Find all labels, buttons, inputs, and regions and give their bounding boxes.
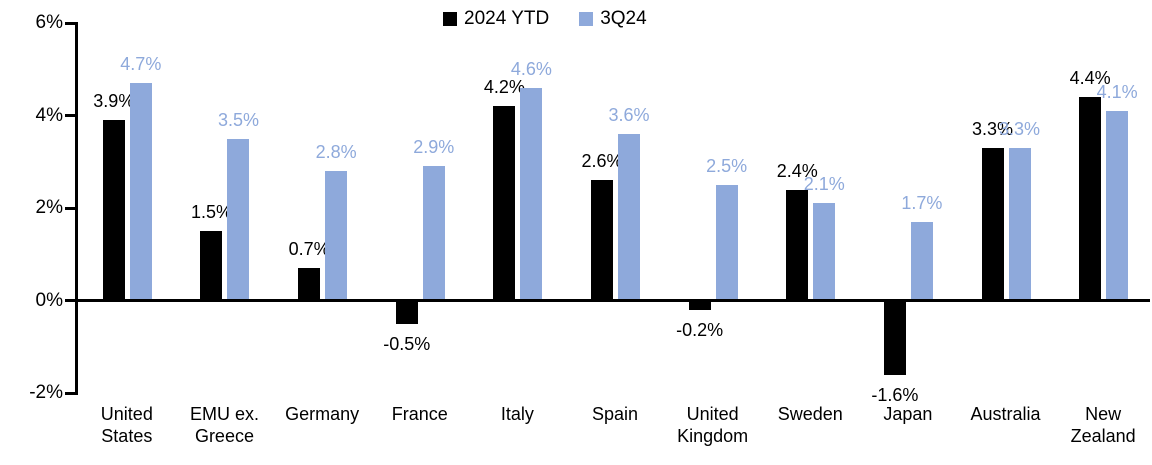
data-label: -1.6% xyxy=(871,384,919,405)
category-label: France xyxy=(391,404,448,424)
data-label: 1.5% xyxy=(190,202,232,223)
data-label: 2.6% xyxy=(581,151,623,172)
y-axis-tick-label: 6% xyxy=(35,12,63,33)
y-axis-tick-label: 2% xyxy=(35,197,63,218)
bar-2024-ytd xyxy=(395,300,418,324)
legend-label-2024-ytd: 2024 YTD xyxy=(464,8,550,29)
bar-3q24 xyxy=(1106,110,1129,301)
category-label: United States xyxy=(100,404,153,446)
bar-3q24 xyxy=(422,166,445,301)
bar-2024-ytd xyxy=(1079,97,1102,301)
y-axis-tick xyxy=(64,391,75,395)
data-label: 4.6% xyxy=(510,58,552,79)
data-label: 2.5% xyxy=(706,155,748,176)
data-label: 2.8% xyxy=(315,142,357,162)
data-label: 2.1% xyxy=(803,174,845,195)
data-label: 3.5% xyxy=(217,109,259,130)
data-label: -0.2% xyxy=(676,319,724,340)
bar-2024-ytd xyxy=(981,147,1004,301)
bar-2024-ytd xyxy=(883,300,906,375)
bar-3q24 xyxy=(1008,147,1031,301)
data-label: 1.7% xyxy=(901,192,943,213)
legend-item-3q24: 3Q24 xyxy=(579,8,647,30)
data-label: 3.3% xyxy=(972,118,1014,139)
bar-3q24 xyxy=(715,184,738,301)
y-axis-tick xyxy=(64,114,75,117)
category-label: New Zealand xyxy=(1070,404,1136,446)
legend-swatch-2024-ytd xyxy=(443,12,457,26)
y-axis-tick xyxy=(64,21,75,25)
category-label: EMU ex. Greece xyxy=(189,404,259,446)
bar-2024-ytd xyxy=(688,300,711,310)
y-axis-tick xyxy=(64,299,75,302)
y-axis-tick-label: 4% xyxy=(35,104,63,126)
x-axis-baseline xyxy=(74,299,1150,302)
category-label: Spain xyxy=(591,404,639,424)
data-label: 2.4% xyxy=(776,160,818,181)
bar-3q24 xyxy=(813,203,836,301)
bar-2024-ytd xyxy=(200,231,223,301)
category-label: Germany xyxy=(285,404,360,424)
bar-3q24 xyxy=(227,138,250,301)
category-label: Sweden xyxy=(777,404,843,424)
bar-3q24 xyxy=(618,134,640,301)
y-axis-tick-label: -2% xyxy=(29,382,63,403)
category-label: Australia xyxy=(970,404,1041,424)
data-label: -0.5% xyxy=(383,333,431,354)
category-label: United Kingdom xyxy=(677,404,749,446)
legend: 2024 YTD 3Q24 xyxy=(443,8,647,30)
data-label: 3.6% xyxy=(608,105,650,125)
bar-2024-ytd xyxy=(298,268,321,301)
bar-2024-ytd xyxy=(786,189,809,301)
data-label: 4.1% xyxy=(1096,81,1138,102)
bar-2024-ytd xyxy=(591,180,613,301)
legend-swatch-3q24 xyxy=(579,12,594,26)
bar-3q24 xyxy=(325,171,348,301)
y-axis xyxy=(74,21,78,395)
bar-3q24 xyxy=(910,221,933,301)
category-label: Italy xyxy=(500,404,534,424)
y-axis-tick-label: 0% xyxy=(35,289,63,311)
legend-label-3q24: 3Q24 xyxy=(600,8,647,29)
data-label: 4.4% xyxy=(1069,68,1111,88)
data-label: 3.9% xyxy=(93,91,135,112)
data-label: 4.7% xyxy=(120,54,162,75)
bar-3q24 xyxy=(129,83,152,301)
y-axis-tick xyxy=(64,206,75,210)
bar-3q24 xyxy=(520,87,543,301)
data-label: 0.7% xyxy=(288,239,330,260)
bar-2024-ytd xyxy=(493,106,516,301)
bar-2024-ytd xyxy=(102,120,125,301)
category-label: Japan xyxy=(883,404,933,424)
data-label: 3.3% xyxy=(999,118,1041,139)
data-label: 4.2% xyxy=(483,77,525,98)
data-label: 2.9% xyxy=(413,137,455,158)
legend-item-2024-ytd: 2024 YTD xyxy=(443,8,549,30)
